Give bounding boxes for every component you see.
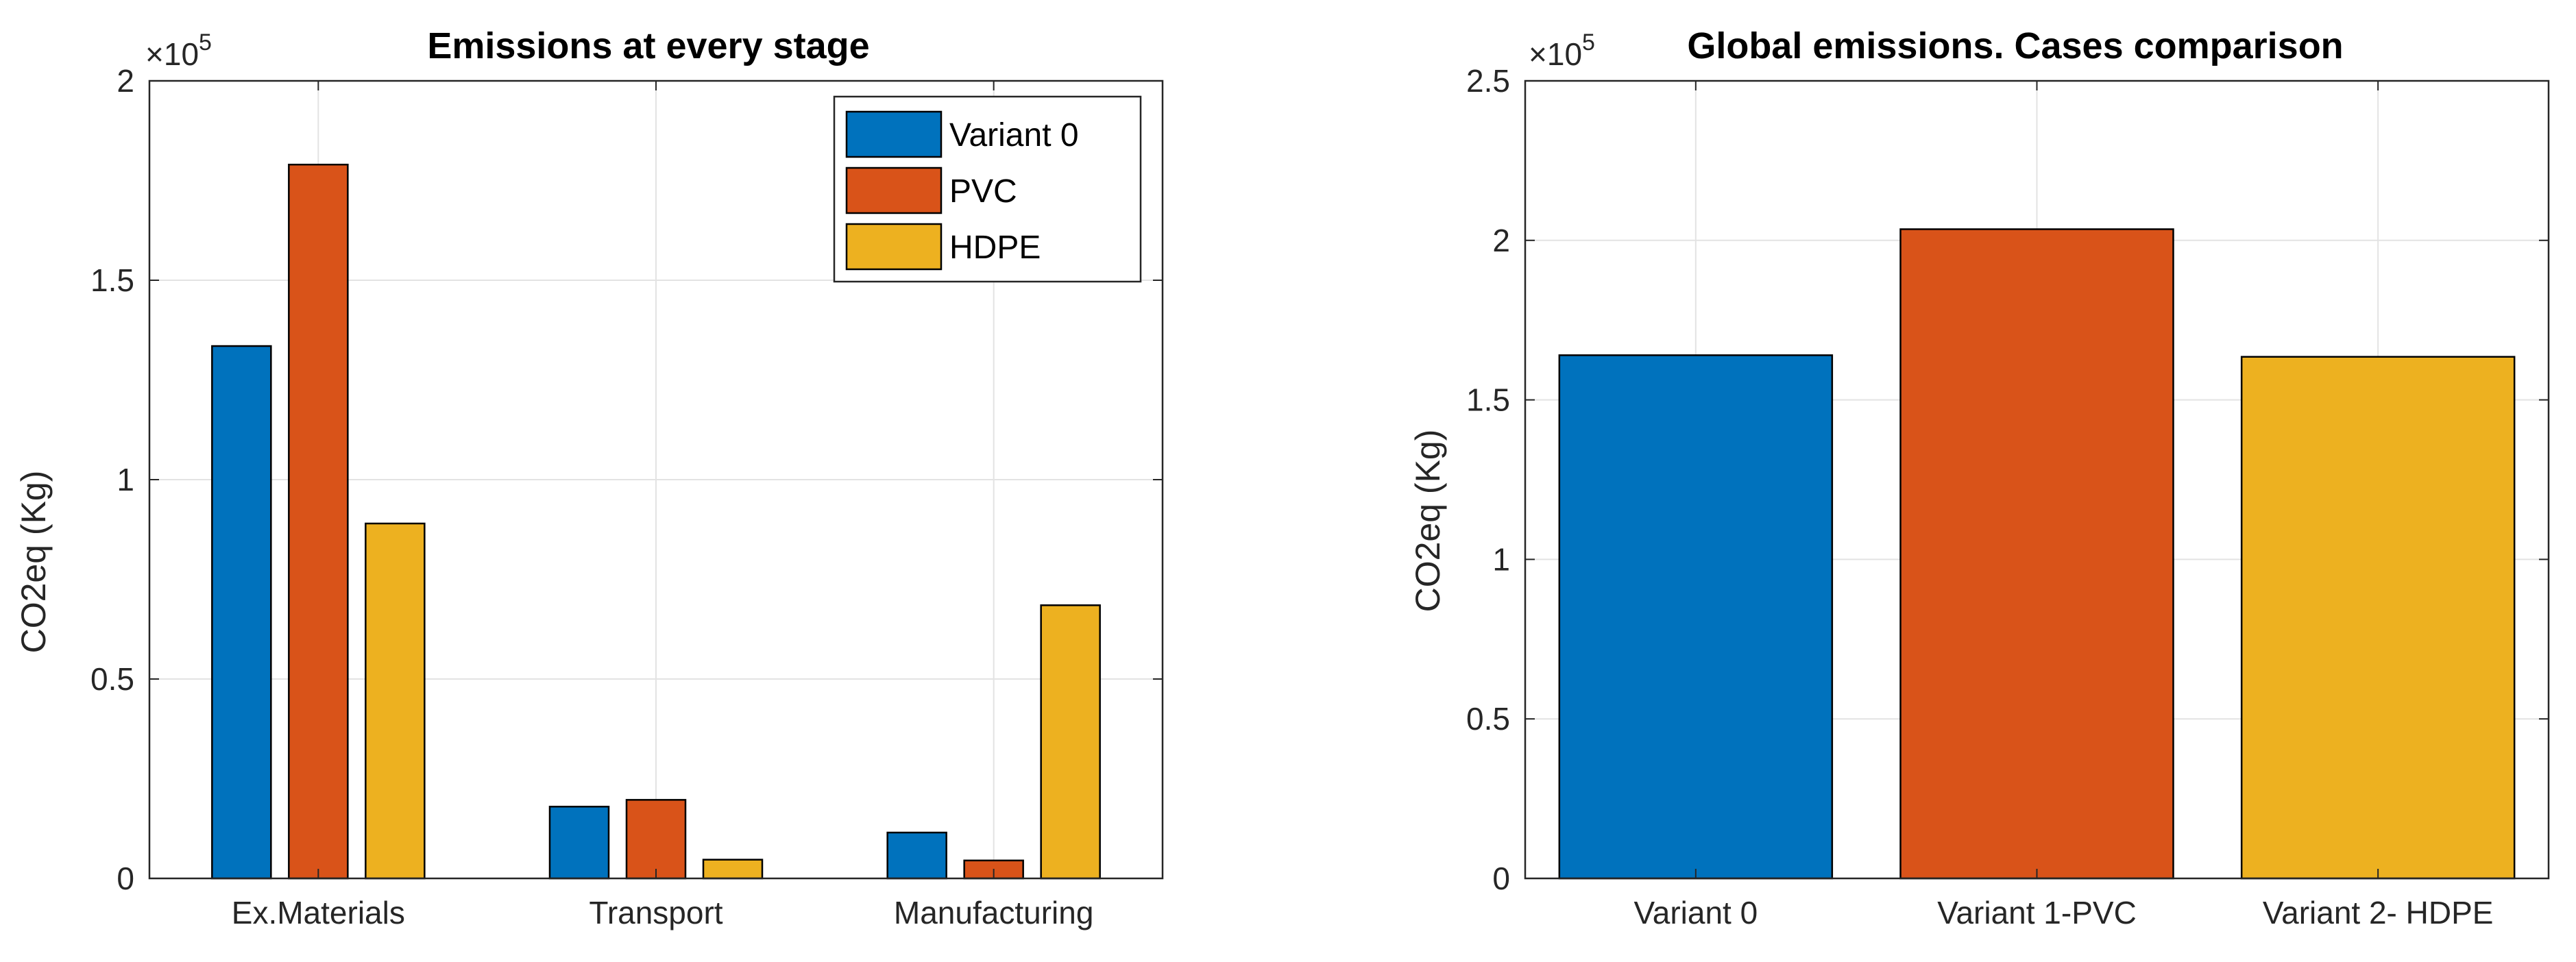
chart2-ylabel: CO2eq (Kg) [1409,430,1447,613]
c1-legend-swatch [845,110,943,158]
c1-legend-label: HDPE [949,230,1041,266]
c1-ytick-label: 1.5 [90,262,134,298]
c2-xtick-label: Variant 1-PVC [1937,895,2137,930]
chart1-exponent-label: ×105 [145,29,212,72]
c2-ytick-label: 2 [1492,223,1510,258]
chart1: Emissions at every stage ×105 CO2eq (Kg)… [14,25,1164,930]
chart2: Global emissions. Cases comparison ×105 … [1409,25,2550,930]
c1-ytick-label: 0 [117,861,134,896]
chart2-exponent-power: 5 [1582,29,1595,56]
c2-xtick-label: Variant 0 [1633,895,1758,930]
c2-ytick-label: 2.5 [1466,63,1510,99]
c2-ytick-label: 1.5 [1466,382,1510,418]
c1-bar-hdpe [365,522,426,880]
c2-ytick-label: 0.5 [1466,701,1510,737]
c2-axes-frame [1524,79,2550,880]
c2-ytick-label: 0 [1492,861,1510,896]
c1-xtick-label: Transport [589,895,722,930]
c1-legend-swatch [845,223,943,271]
c1-bar-variant-0 [211,345,272,880]
c2-bar-variant-2-hdpe [2240,356,2516,880]
chart1-title: Emissions at every stage [427,25,869,66]
c2-bar-variant-0 [1558,354,1834,880]
c1-xtick-label: Ex.Materials [232,895,405,930]
c1-bar-hdpe [702,859,764,880]
c2-ytick-label: 1 [1492,541,1510,577]
chart2-exponent-label: ×105 [1529,29,1595,72]
c2-bar-variant-1-pvc [1899,228,2174,880]
c1-bar-variant-0 [548,805,610,880]
c1-ytick-label: 0.5 [90,661,134,697]
c1-bar-hdpe [1040,604,1101,880]
chart1-ylabel: CO2eq (Kg) [14,471,53,654]
chart1-exponent-power: 5 [199,29,212,56]
c1-ytick-label: 2 [117,63,134,99]
c1-bar-pvc [625,799,687,880]
c1-ytick-label: 1 [117,462,134,497]
chart2-title: Global emissions. Cases comparison [1687,25,2343,66]
c1-bar-variant-0 [886,831,947,880]
c1-bar-pvc [288,163,349,880]
c1-axes-frame [148,79,1164,880]
c2-xtick-label: Variant 2- HDPE [2263,895,2494,930]
c1-legend-label: PVC [949,173,1017,210]
c1-xtick-label: Manufacturing [894,895,1094,930]
c1-legend-swatch [845,166,943,214]
c1-legend-label: Variant 0 [949,117,1079,153]
